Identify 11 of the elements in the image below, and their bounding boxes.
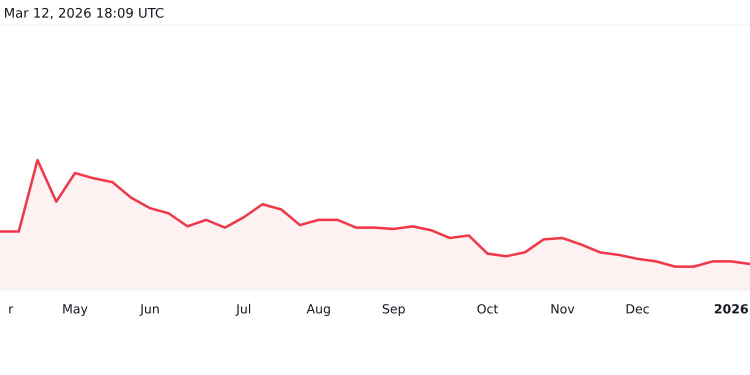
text: Mar 12, 2026 18:09 UTC	[5, 8, 164, 20]
x-tick-label: r	[9, 306, 14, 314]
x-tick-label: Oct	[477, 304, 498, 314]
x-tick-label: May	[63, 304, 88, 316]
x-tick-label: Dec	[626, 304, 649, 314]
x-tick-label: Sep	[382, 304, 405, 316]
x-tick-label: Jun	[140, 304, 159, 316]
x-tick-label: Nov	[552, 304, 574, 314]
x-tick-label: Aug	[306, 304, 330, 316]
x-tick-label: Jul	[236, 304, 250, 316]
x-tick-label: 2026	[714, 304, 748, 314]
